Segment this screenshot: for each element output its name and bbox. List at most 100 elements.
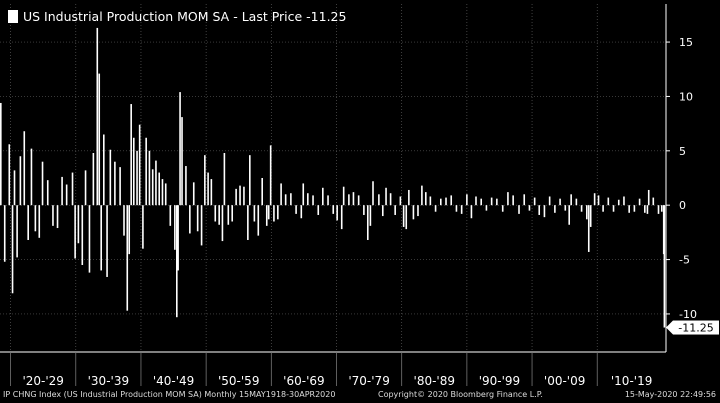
data-bar — [336, 205, 338, 221]
data-bar — [425, 192, 427, 206]
y-tick-label: 0 — [679, 199, 686, 212]
decade-label: '20-'29 — [22, 374, 63, 387]
data-bar — [475, 196, 477, 206]
data-bar — [221, 205, 224, 242]
data-bar — [136, 150, 138, 206]
data-bar — [501, 205, 504, 212]
data-bar — [200, 205, 203, 246]
data-bar — [394, 205, 396, 215]
data-bar — [366, 205, 369, 240]
decade-label: '50-'59 — [218, 374, 259, 387]
decade-label: '90-'99 — [479, 374, 520, 387]
data-bar — [30, 148, 33, 206]
data-bar — [434, 205, 437, 212]
data-bar — [533, 197, 536, 206]
data-bar — [543, 205, 546, 218]
data-bar — [439, 198, 442, 206]
data-bar — [176, 205, 178, 318]
data-bar — [586, 205, 588, 220]
data-bar — [253, 205, 256, 222]
data-bar — [81, 205, 84, 265]
data-bar — [496, 198, 498, 206]
y-tick-label: -5 — [679, 254, 690, 267]
y-tick-label: -10 — [679, 308, 697, 321]
legend-swatch — [8, 10, 18, 23]
data-bar — [267, 205, 270, 220]
data-bar — [485, 205, 488, 211]
data-bar — [607, 197, 610, 206]
data-bar — [164, 183, 167, 206]
data-bar — [507, 192, 509, 206]
data-bar — [372, 181, 374, 206]
data-bar — [185, 166, 187, 206]
data-bar — [265, 205, 268, 226]
data-bar — [652, 197, 655, 206]
data-bar — [123, 205, 125, 236]
data-bar — [84, 170, 87, 206]
data-bar — [210, 179, 213, 206]
chart-canvas: 15 10 5 0 -5 -10 '20-'29 '30-'39 '40-'49 '50-'59… — [0, 4, 719, 387]
data-bar — [657, 205, 660, 214]
data-bar — [158, 172, 161, 206]
data-bar — [192, 182, 195, 206]
data-bar — [56, 205, 59, 229]
data-bar — [132, 137, 135, 206]
data-bar — [570, 194, 572, 206]
data-bar — [34, 205, 37, 232]
data-bar — [247, 205, 249, 240]
y-tick-label: 15 — [679, 36, 693, 49]
data-bar — [646, 205, 649, 214]
data-bar — [207, 172, 209, 206]
data-bar — [450, 195, 453, 206]
footer-timestamp: 15-May-2020 22:49:56 — [624, 390, 716, 399]
data-bar — [196, 205, 199, 232]
data-bar — [130, 104, 132, 206]
data-bar — [151, 169, 154, 206]
data-bar — [564, 205, 567, 211]
last-price-pointer — [666, 320, 673, 335]
data-bar — [559, 198, 561, 206]
data-bar — [273, 205, 275, 222]
footer-copyright: Copyright© 2020 Bloomberg Finance L.P. — [378, 390, 543, 399]
data-bar — [312, 195, 314, 206]
data-bar — [617, 199, 620, 206]
data-bar — [302, 183, 305, 206]
data-bar — [77, 205, 80, 244]
data-bar — [126, 205, 129, 311]
data-bar — [214, 205, 217, 222]
data-bar — [177, 205, 179, 271]
data-bar — [593, 193, 596, 206]
data-bar — [587, 205, 590, 252]
data-bar — [300, 205, 303, 219]
data-bar — [644, 205, 646, 213]
data-bar — [218, 205, 220, 225]
last-price-marker: -11.25 — [666, 320, 719, 335]
data-bar — [142, 205, 144, 249]
data-bar — [13, 170, 16, 206]
data-bar — [660, 205, 663, 212]
data-bar — [19, 156, 22, 206]
data-bar — [189, 205, 191, 234]
data-bar — [408, 189, 410, 206]
data-bar — [633, 205, 636, 212]
footer-index-info: IP CHNG Index (US Industrial Production … — [3, 390, 336, 399]
data-bar — [155, 160, 157, 206]
last-price-label: -11.25 — [678, 322, 713, 335]
data-bar — [88, 205, 91, 273]
data-bar — [628, 205, 630, 213]
data-bar — [249, 155, 251, 206]
data-bar — [106, 205, 108, 277]
data-bar — [623, 196, 625, 206]
data-bar — [3, 205, 6, 262]
data-bar — [528, 205, 531, 211]
data-bar — [243, 186, 245, 206]
data-bar — [363, 205, 365, 215]
data-bar — [602, 205, 604, 212]
data-bar — [71, 172, 74, 206]
footer: IP CHNG Index (US Industrial Production … — [0, 387, 720, 403]
data-bar — [227, 205, 230, 225]
data-bar — [239, 185, 241, 206]
data-bar — [554, 205, 556, 213]
data-bar — [223, 152, 226, 206]
data-bar — [317, 205, 320, 215]
